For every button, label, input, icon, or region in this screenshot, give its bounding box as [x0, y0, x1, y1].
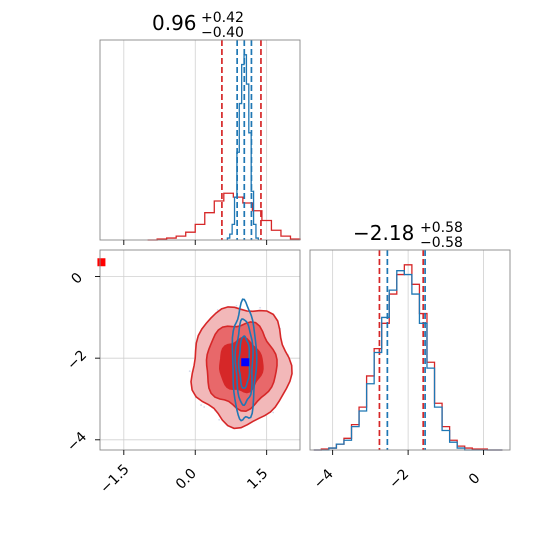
- scatter-point: [203, 406, 206, 408]
- x-tick-label: 0.0: [173, 466, 200, 493]
- contour-panel: −1.5 0.0 1.5 −4 −2 0: [64, 249, 301, 497]
- scatter-point: [235, 304, 238, 307]
- contour-level-series-1: [237, 335, 251, 389]
- right-hist-title-minus: −0.58: [420, 235, 463, 251]
- contour-level-series-1: [231, 298, 258, 422]
- histogram-step-series-0: [313, 264, 503, 451]
- top-hist-title-plus: +0.42: [201, 10, 244, 26]
- x-tick-label: −4: [311, 466, 337, 492]
- scatter-point: [272, 411, 275, 414]
- y-tick-label: 0: [68, 270, 86, 288]
- x-tick-label: 1.5: [244, 466, 271, 493]
- axes-frame: [309, 249, 511, 451]
- right-hist-title-median: −2.18: [353, 221, 414, 245]
- top-hist-title-median: 0.96: [152, 11, 197, 35]
- axes-frame: [99, 39, 301, 241]
- scatter-point: [259, 306, 262, 309]
- y-tick-label: −4: [64, 429, 90, 455]
- histogram-step-series-0: [147, 192, 301, 241]
- histogram-step-series-1: [226, 54, 259, 240]
- scatter-point: [188, 370, 191, 373]
- y-tick-label: −2: [64, 347, 90, 373]
- scatter-point: [200, 404, 202, 406]
- scatter-point: [218, 418, 221, 421]
- right-hist-title-plus: +0.58: [420, 220, 463, 236]
- top-hist-title-minus: −0.40: [201, 25, 244, 41]
- marker-point: [241, 358, 250, 367]
- top-histogram-panel: [99, 39, 301, 245]
- x-tick-label: −1.5: [97, 461, 132, 496]
- x-tick-label: −2: [386, 466, 412, 492]
- x-tick-label: 0: [466, 470, 484, 488]
- histogram-step-series-1: [313, 270, 503, 451]
- contour-level-series-1: [234, 318, 254, 406]
- marker-point: [97, 258, 106, 267]
- right-histogram-panel: −4 −2 0: [309, 249, 511, 492]
- axes-frame: [99, 249, 301, 451]
